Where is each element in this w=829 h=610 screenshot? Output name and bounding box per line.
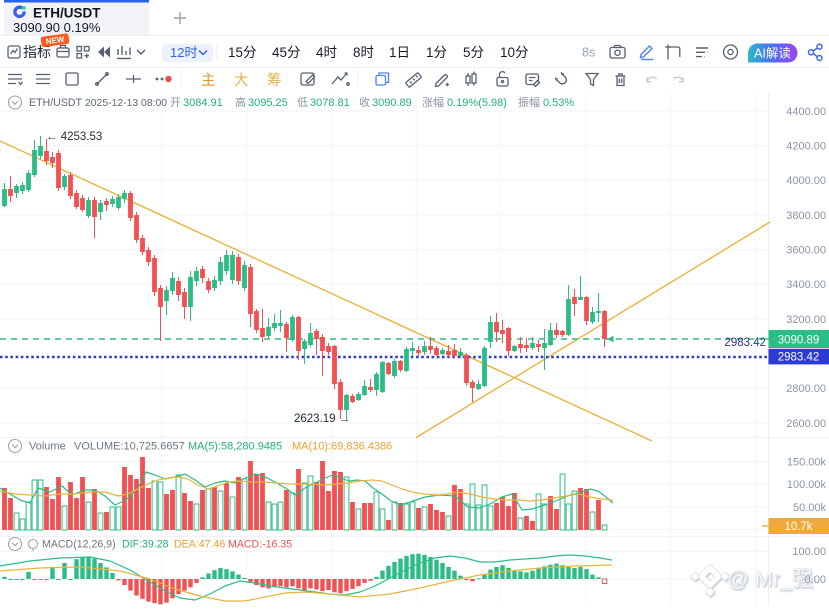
svg-text:12时: 12时: [170, 45, 197, 60]
svg-text:Volume: Volume: [29, 441, 66, 453]
svg-text:2600.00: 2600.00: [786, 418, 826, 430]
svg-text:15分: 15分: [228, 45, 257, 60]
svg-text:5分: 5分: [463, 45, 484, 60]
svg-text:1分: 1分: [426, 45, 447, 60]
svg-text:MACD(12,26,9): MACD(12,26,9): [42, 539, 116, 551]
svg-text:100.00k: 100.00k: [787, 479, 827, 491]
svg-text:开: 开: [170, 97, 181, 109]
svg-text:筹: 筹: [267, 72, 282, 89]
svg-text:8时: 8时: [353, 45, 374, 60]
svg-text:0.00: 0.00: [805, 574, 826, 586]
svg-text:涨幅: 涨幅: [422, 96, 444, 109]
svg-text:2983.42: 2983.42: [778, 352, 820, 364]
svg-text:高: 高: [235, 95, 246, 109]
svg-text:1日: 1日: [389, 45, 410, 60]
svg-text:150.00k: 150.00k: [787, 457, 827, 469]
svg-text:MACD:-16.35: MACD:-16.35: [228, 539, 292, 551]
svg-text:3095.25: 3095.25: [248, 97, 288, 109]
svg-text:3800.00: 3800.00: [786, 210, 826, 222]
svg-text:收: 收: [359, 95, 370, 109]
svg-text:振幅: 振幅: [518, 95, 540, 109]
svg-text:0.53%: 0.53%: [543, 97, 574, 109]
svg-text:VOLUME:10,725.6657: VOLUME:10,725.6657: [74, 441, 185, 453]
svg-text:3600.00: 3600.00: [786, 245, 826, 257]
svg-text:← 4253.53: ← 4253.53: [46, 131, 102, 143]
svg-text:MA(10):69,836.4386: MA(10):69,836.4386: [292, 441, 392, 453]
svg-text:低: 低: [297, 96, 308, 109]
svg-text:4000.00: 4000.00: [786, 175, 826, 187]
svg-text:2025-12-13 08:00: 2025-12-13 08:00: [85, 98, 167, 109]
svg-text:3084.91: 3084.91: [183, 97, 223, 109]
svg-text:ETH/USDT: ETH/USDT: [29, 97, 82, 109]
svg-text:2983.42: 2983.42: [724, 337, 766, 349]
svg-text:MA(5):58,280.9485: MA(5):58,280.9485: [188, 441, 282, 453]
svg-text:DIF:39.28: DIF:39.28: [122, 539, 169, 551]
svg-text:3078.81: 3078.81: [310, 97, 350, 109]
svg-text:3090.90 0.19%: 3090.90 0.19%: [13, 20, 101, 35]
svg-text:10.7k: 10.7k: [784, 521, 812, 533]
svg-text:100.00: 100.00: [792, 546, 826, 558]
svg-text:0.19%(5.98): 0.19%(5.98): [447, 97, 507, 109]
svg-text:3400.00: 3400.00: [786, 279, 826, 291]
svg-text:50.00k: 50.00k: [793, 502, 827, 514]
svg-text:@ Mr_强: @ Mr_强: [727, 567, 813, 591]
svg-text:4400.00: 4400.00: [786, 106, 826, 118]
svg-text:10分: 10分: [500, 45, 529, 60]
svg-text:45分: 45分: [272, 45, 301, 60]
svg-text:DEA:47.46: DEA:47.46: [174, 539, 225, 551]
svg-text:3090.89: 3090.89: [778, 334, 820, 346]
svg-text:3090.89: 3090.89: [372, 97, 412, 109]
svg-text:8s: 8s: [582, 46, 595, 60]
svg-text:2800.00: 2800.00: [786, 383, 826, 395]
svg-text:4时: 4时: [316, 45, 337, 60]
svg-text:4200.00: 4200.00: [786, 141, 826, 153]
svg-text:2623.19 →: 2623.19 →: [294, 413, 350, 425]
svg-text:AI解读: AI解读: [754, 47, 791, 61]
svg-text:大: 大: [234, 72, 249, 89]
svg-text:ETH/USDT: ETH/USDT: [33, 6, 101, 21]
svg-text:3200.00: 3200.00: [786, 314, 826, 326]
svg-text:主: 主: [201, 72, 216, 89]
